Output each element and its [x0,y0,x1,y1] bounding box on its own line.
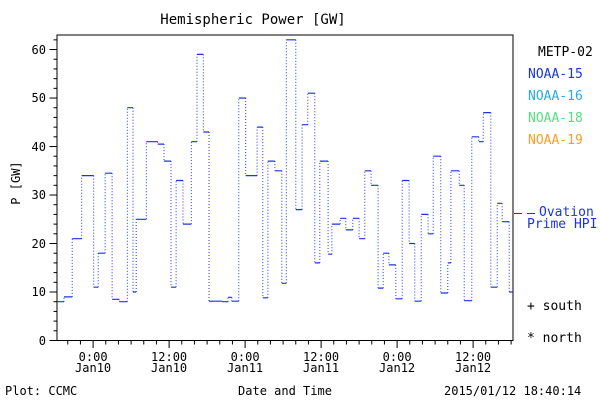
y-tick-label: 0 [38,333,46,348]
hpi-step-line-verticals [63,39,510,302]
legend-item-noaa16: NOAA-16 [528,89,583,104]
line-tick-dash-icon [514,213,522,214]
ovation-label-line1: Ovation [539,205,594,220]
y-tick-label: 30 [31,188,46,203]
y-tick-label: 10 [31,285,46,299]
legend-item-noaa15: NOAA-15 [528,67,583,82]
y-tick-label: 60 [31,42,46,57]
chart-title: Hemispheric Power [GW] [160,12,346,28]
marker-north-label: north [542,331,582,346]
x-tick-label: 12:00 Jan12 [455,350,492,375]
hpi-step-line-levels [57,39,513,303]
marker-key-north: * north [527,331,582,346]
ovation-label-line2: Prime HPI [527,217,598,232]
y-tick-label: 50 [31,91,46,106]
x-tick-label: 0:00 Jan12 [379,350,416,375]
x-tick-label: 12:00 Jan10 [151,350,188,375]
legend-item-metp02: METP-02 [538,45,593,60]
marker-south-label: south [542,299,582,314]
marker-key-south: + south [527,299,582,314]
x-axis-title: Date and Time [238,384,332,398]
x-tick-label: 12:00 Jan11 [303,350,340,375]
plot-box [56,34,514,341]
timestamp: 2015/01/12 18:40:14 [444,384,582,398]
x-tick-label: 0:00 Jan11 [227,350,264,375]
asterisk-marker-icon: * [527,331,535,346]
legend-item-noaa18: NOAA-18 [528,111,583,126]
legend-item-noaa19: NOAA-19 [528,133,583,148]
x-tick-label: 0:00 Jan10 [75,350,112,375]
y-tick-label: 20 [31,236,46,251]
plus-marker-icon: + [527,299,535,314]
plot-credit: Plot: CCMC [5,384,78,398]
y-tick-label: 40 [31,139,46,154]
line-sample-dash-icon [527,213,535,214]
